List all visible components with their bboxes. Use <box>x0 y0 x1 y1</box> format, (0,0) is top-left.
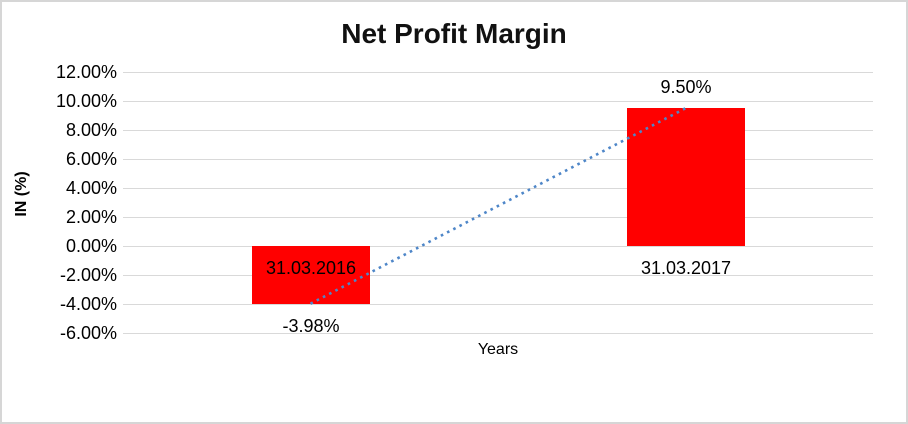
y-tick-label: -4.00% <box>59 294 117 314</box>
category-label: 31.03.2017 <box>640 258 732 278</box>
gridline <box>123 159 873 160</box>
data-label: -3.98% <box>282 316 340 336</box>
bar-31.03.2017 <box>627 108 745 246</box>
gridline <box>123 217 873 218</box>
y-tick-label: 0.00% <box>65 236 117 256</box>
chart-title: Net Profit Margin <box>341 18 567 49</box>
y-tick-label: 12.00% <box>55 62 117 82</box>
y-tick-label: 8.00% <box>65 120 117 140</box>
y-tick-label: 6.00% <box>65 149 117 169</box>
y-tick-label: -2.00% <box>59 265 117 285</box>
y-tick-label: 2.00% <box>65 207 117 227</box>
x-axis-title: Years <box>477 341 519 358</box>
gridline <box>123 101 873 102</box>
y-tick-label: -6.00% <box>59 323 117 343</box>
gridline <box>123 246 873 247</box>
gridline <box>123 333 873 334</box>
data-label: 9.50% <box>660 77 712 97</box>
gridline <box>123 304 873 305</box>
category-label: 31.03.2016 <box>265 258 357 278</box>
gridline <box>123 188 873 189</box>
y-tick-label: 4.00% <box>65 178 117 198</box>
gridline <box>123 72 873 73</box>
y-tick-label: 10.00% <box>55 91 117 111</box>
gridline <box>123 130 873 131</box>
